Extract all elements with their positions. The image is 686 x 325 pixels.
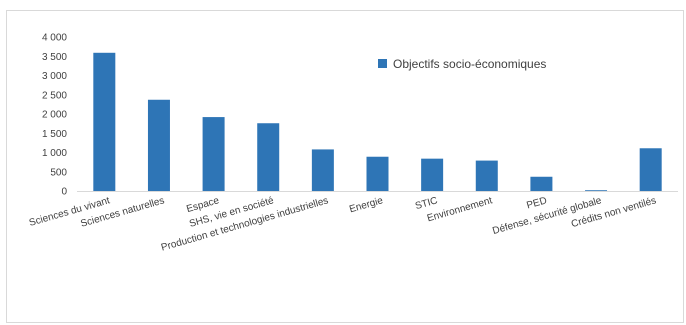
- y-tick-label: 1 000: [42, 148, 67, 159]
- chart-frame: [6, 10, 684, 323]
- bar: [475, 160, 498, 191]
- bar: [147, 99, 170, 191]
- bar: [93, 52, 116, 191]
- y-tick-label: 1 500: [42, 129, 67, 140]
- bar: [639, 148, 662, 191]
- y-tick-label: 0: [61, 187, 67, 198]
- y-tick-label: 2 000: [42, 110, 67, 121]
- y-tick-label: 4 000: [42, 33, 67, 44]
- bar: [202, 117, 225, 191]
- y-tick-label: 500: [50, 167, 67, 178]
- legend: Objectifs socio-économiques: [378, 57, 546, 71]
- bars: [93, 52, 662, 191]
- legend-swatch: [378, 59, 387, 68]
- x-tick-label: Energie: [348, 195, 385, 215]
- bar: [257, 123, 280, 191]
- x-tick-label: PED: [525, 195, 548, 211]
- y-tick-label: 2 500: [42, 90, 67, 101]
- bar: [530, 176, 553, 191]
- x-tick-label: STIC: [414, 195, 439, 212]
- legend-label: Objectifs socio-économiques: [393, 57, 546, 71]
- bar: [311, 149, 334, 191]
- y-tick-label: 3 500: [42, 52, 67, 63]
- bar: [421, 158, 444, 191]
- y-tick-label: 3 000: [42, 71, 67, 82]
- bar: [585, 190, 608, 191]
- y-axis: 0 500 1 000 1 500 2 000 2 500 3 000 3 500 4 000: [42, 33, 67, 198]
- bar: [366, 156, 389, 191]
